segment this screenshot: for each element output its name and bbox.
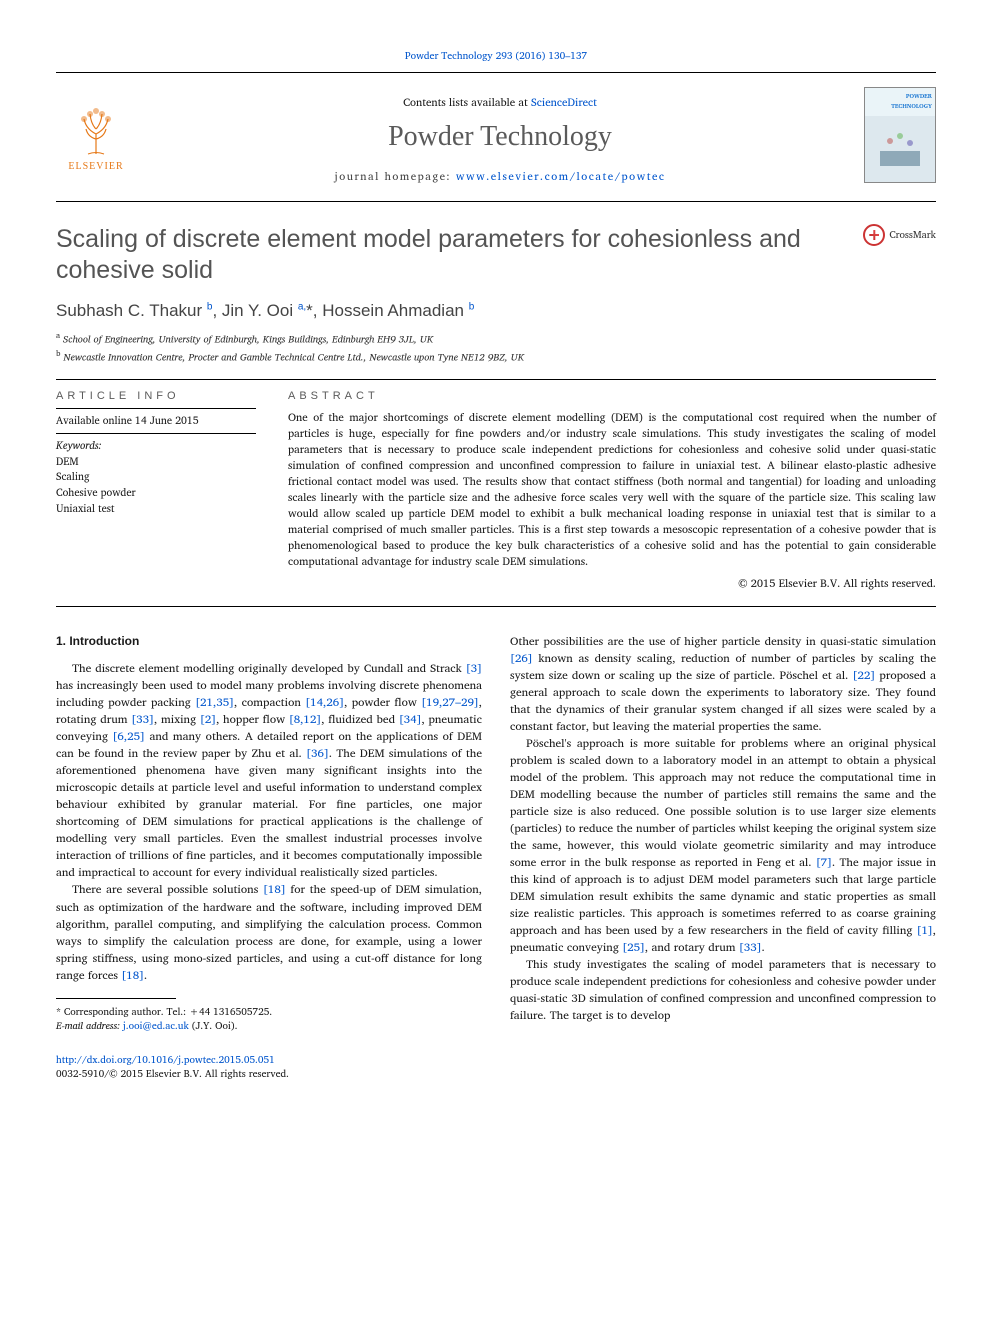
rule-top-1 [56,72,936,73]
intro-para-2: There are several possible solutions [18… [56,881,482,983]
intro-para-1: The discrete element modelling originall… [56,660,482,881]
crossmark-icon [863,224,885,246]
article-title: Scaling of discrete element model parame… [56,224,863,287]
abstract-block: ABSTRACT One of the major shortcomings o… [288,390,936,591]
issn-copyright: 0032-5910/© 2015 Elsevier B.V. All right… [56,1066,289,1082]
crossmark-label: CrossMark [889,227,936,243]
affiliations: a School of Engineering, University of E… [56,329,936,366]
article-info-heading: ARTICLE INFO [56,390,256,402]
available-online: Available online 14 June 2015 [56,413,256,429]
body-column-left: 1. Introduction The discrete element mod… [56,633,482,1033]
info-rule-2 [56,433,256,434]
citation-header: Powder Technology 293 (2016) 130–137 [56,48,936,64]
corresponding-author-footnote: * Corresponding author. Tel.: +44 131650… [56,1005,482,1033]
section-heading-intro: 1. Introduction [56,633,482,651]
corr-email-link[interactable]: j.ooi@ed.ac.uk [123,1018,189,1034]
journal-banner: ELSEVIER Contents lists available at Sci… [56,77,936,197]
rule-before-abstract [56,379,936,380]
rule-after-abstract [56,606,936,607]
corr-tel: * Corresponding author. Tel.: +44 131650… [56,1005,482,1019]
elsevier-logo: ELSEVIER [56,90,136,180]
ref-25[interactable]: [25] [622,938,645,957]
author-list: Subhash C. Thakur b, Jin Y. Ooi a,*, Hos… [56,301,936,321]
body-column-right: Other possibilities are the use of highe… [510,633,936,1033]
sciencedirect-link[interactable]: ScienceDirect [531,93,597,111]
ref-1[interactable]: [1] [917,921,933,940]
crossmark-badge[interactable]: CrossMark [863,224,936,246]
email-label: E-mail address: [56,1018,123,1034]
journal-title: Powder Technology [136,121,864,153]
elsevier-name: ELSEVIER [68,161,123,172]
intro-para-5: This study investigates the scaling of m… [510,956,936,1024]
intro-para-4: Pöschel's approach is more suitable for … [510,735,936,956]
keywords-list: DEMScalingCohesive powderUniaxial test [56,452,136,517]
rule-top-2 [56,201,936,202]
cover-thumb-art [875,111,925,171]
contents-prefix: Contents lists available at [403,93,531,111]
elsevier-tree-icon [66,99,126,159]
contents-line: Contents lists available at ScienceDirec… [136,93,864,111]
journal-cover-thumb: POWDER TECHNOLOGY [864,87,936,183]
citation-link[interactable]: Powder Technology 293 (2016) 130–137 [405,48,587,64]
intro-para-3: Other possibilities are the use of highe… [510,633,936,735]
article-info-block: ARTICLE INFO Available online 14 June 20… [56,390,256,591]
homepage-line: journal homepage: www.elsevier.com/locat… [136,167,864,185]
abstract-text: One of the major shortcomings of discret… [288,410,936,569]
footnote-separator [56,998,176,999]
ref-33b[interactable]: [33] [739,938,762,957]
homepage-link[interactable]: www.elsevier.com/locate/powtec [456,167,666,185]
info-rule-1 [56,408,256,409]
homepage-prefix: journal homepage: [335,167,456,185]
abstract-copyright: © 2015 Elsevier B.V. All rights reserved… [288,574,936,592]
ref-18b[interactable]: [18] [121,966,144,985]
doi-footer: http://dx.doi.org/10.1016/j.powtec.2015.… [56,1053,936,1081]
cover-thumb-title: POWDER TECHNOLOGY [868,91,932,111]
email-owner: (J.Y. Ooi). [189,1018,238,1034]
abstract-heading: ABSTRACT [288,390,936,402]
